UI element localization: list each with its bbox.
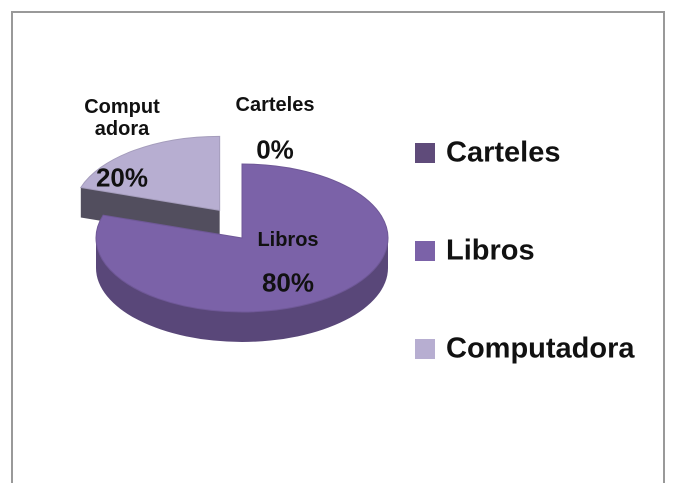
legend-label: Carteles xyxy=(446,136,561,169)
slice-face xyxy=(80,187,220,241)
slice-value-label: 80% xyxy=(261,267,315,298)
slice-side xyxy=(96,238,388,342)
legend-swatch xyxy=(415,143,435,163)
frame xyxy=(11,11,665,483)
legend-label: Libros xyxy=(446,234,535,267)
legend-swatch xyxy=(415,241,435,261)
slice-category-label: Computadora xyxy=(84,96,160,140)
slice xyxy=(95,163,389,313)
legend-label: Computadora xyxy=(446,332,635,365)
slice-value-label: 0% xyxy=(256,134,294,165)
slice-category-label: Carteles xyxy=(235,94,315,116)
legend-swatch xyxy=(415,339,435,359)
slice xyxy=(79,135,221,211)
slice-value-label: 20% xyxy=(95,162,149,193)
slice-category-label: Libros xyxy=(257,229,319,251)
